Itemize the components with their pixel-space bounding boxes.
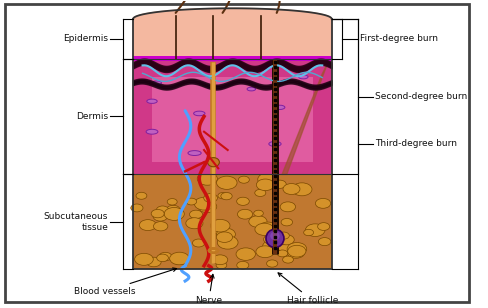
Ellipse shape [274,105,285,109]
Circle shape [217,236,238,249]
Circle shape [236,248,255,260]
Circle shape [192,239,205,247]
Circle shape [254,210,264,217]
Circle shape [203,193,218,202]
Circle shape [151,209,164,218]
Circle shape [237,261,249,269]
Circle shape [156,206,169,214]
Circle shape [197,172,217,185]
Circle shape [255,223,274,235]
Text: Hair follicle: Hair follicle [278,273,339,305]
Circle shape [280,202,296,212]
Circle shape [216,262,227,269]
Circle shape [136,192,147,199]
Circle shape [216,232,233,242]
Text: First-degree burn: First-degree burn [360,34,438,43]
Text: Third-degree burn: Third-degree burn [375,140,457,148]
Bar [133,174,332,269]
Circle shape [166,205,180,214]
Circle shape [258,173,278,186]
Circle shape [292,183,312,196]
Circle shape [278,243,293,253]
Circle shape [256,179,274,191]
Circle shape [287,247,303,257]
Circle shape [153,222,168,231]
Circle shape [170,252,189,265]
Ellipse shape [247,87,256,91]
Circle shape [256,246,274,257]
Circle shape [186,218,203,229]
Circle shape [186,198,197,205]
Circle shape [283,184,300,194]
Circle shape [213,225,228,235]
Text: Blood vessels: Blood vessels [74,268,177,296]
Circle shape [259,222,277,233]
Circle shape [146,257,161,267]
Circle shape [217,176,237,189]
Circle shape [218,192,227,199]
Text: Subcutaneous
tissue: Subcutaneous tissue [44,212,108,232]
Ellipse shape [146,129,158,134]
Ellipse shape [147,99,157,103]
Circle shape [273,180,286,188]
Circle shape [167,199,177,205]
Circle shape [315,198,331,208]
Circle shape [140,220,156,231]
Circle shape [318,223,330,230]
Circle shape [237,197,249,205]
Ellipse shape [269,141,281,146]
Circle shape [194,197,214,210]
Bar [133,19,332,59]
Text: Dermis: Dermis [76,112,108,121]
Circle shape [239,176,249,183]
Circle shape [131,204,143,212]
Ellipse shape [299,75,308,79]
Ellipse shape [207,158,220,167]
Circle shape [217,228,235,240]
Circle shape [277,250,288,257]
Circle shape [283,256,293,263]
Circle shape [164,208,184,221]
Circle shape [221,192,232,200]
Circle shape [287,242,306,255]
Circle shape [198,201,217,213]
Circle shape [238,209,253,219]
Circle shape [171,253,188,265]
Circle shape [266,260,278,267]
Ellipse shape [194,111,205,116]
Polygon shape [133,8,332,19]
Circle shape [279,235,294,245]
Circle shape [318,237,331,245]
Circle shape [153,212,167,221]
Circle shape [135,253,153,265]
Circle shape [210,219,230,232]
Circle shape [288,245,306,257]
Bar [152,77,313,162]
Circle shape [276,236,290,245]
Circle shape [159,252,172,261]
Ellipse shape [270,232,280,240]
Circle shape [281,218,293,226]
Text: Nerve: Nerve [195,274,223,305]
Circle shape [157,254,168,261]
Polygon shape [282,65,327,174]
Circle shape [213,255,228,265]
Ellipse shape [152,81,162,85]
Ellipse shape [188,151,201,156]
Text: Second-degree burn: Second-degree burn [375,92,468,101]
Circle shape [249,216,267,227]
Text: Epidermis: Epidermis [63,34,108,43]
Circle shape [255,189,266,197]
Circle shape [287,247,305,258]
Circle shape [189,210,203,219]
Circle shape [305,224,325,237]
Circle shape [263,241,279,251]
Bar [133,59,332,174]
Circle shape [304,229,314,236]
Circle shape [278,232,289,239]
Circle shape [264,234,279,244]
Bar [133,56,332,61]
Ellipse shape [266,229,284,248]
